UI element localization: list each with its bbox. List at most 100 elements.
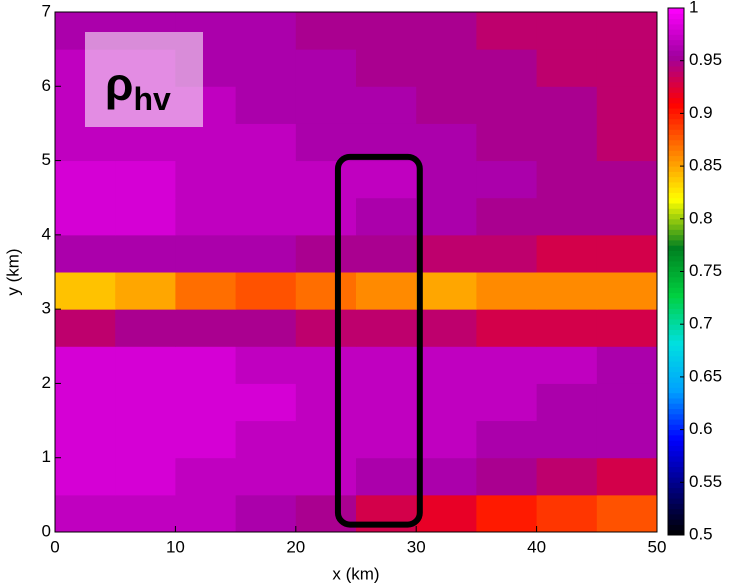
colorbar-tick-label: 0.9 — [689, 103, 713, 122]
annotation: ρhv — [105, 58, 171, 117]
heatmap-cell — [115, 346, 176, 384]
colorbar-segment — [668, 292, 684, 299]
colorbar-segment — [668, 71, 684, 78]
heatmap-cell — [55, 197, 116, 236]
heatmap-cell — [536, 86, 598, 124]
heatmap-cell — [596, 12, 657, 50]
heatmap-cell — [476, 234, 538, 273]
colorbar-tick-label: 1 — [689, 0, 698, 16]
heatmap-cell — [55, 346, 116, 384]
colorbar-segment — [668, 255, 684, 262]
heatmap-cell — [115, 383, 176, 422]
colorbar-segment — [668, 102, 684, 109]
colorbar-segment — [668, 108, 684, 114]
colorbar-segment — [668, 482, 684, 489]
colorbar-segment — [668, 44, 684, 51]
colorbar-tick-label: 0.95 — [689, 50, 722, 69]
heatmap-cell — [356, 160, 417, 199]
heatmap-cell — [295, 160, 357, 199]
colorbar-segment — [668, 155, 684, 162]
colorbar-segment — [668, 424, 684, 431]
colorbar-segment — [668, 134, 684, 141]
colorbar-segment — [668, 318, 684, 325]
y-tick-label: 0 — [42, 521, 51, 540]
heatmap-cell — [416, 12, 477, 50]
heatmap-cell — [295, 234, 357, 273]
heatmap-cell — [416, 383, 477, 422]
colorbar-segment — [668, 13, 684, 20]
colorbar-tick-label: 0.55 — [689, 472, 722, 491]
colorbar-segment — [668, 403, 684, 410]
highlight-box — [334, 153, 423, 528]
y-tick-label: 1 — [42, 447, 51, 466]
colorbar-segment — [668, 519, 684, 525]
heatmap-cell — [235, 86, 297, 124]
colorbar-segment — [668, 239, 684, 246]
x-tick-label: 0 — [50, 537, 59, 556]
y-axis-label: y (km) — [3, 248, 22, 295]
heatmap-cell — [175, 383, 237, 422]
heatmap-cell — [115, 494, 176, 532]
colorbar-segment — [668, 234, 684, 241]
heatmap-cell — [596, 234, 657, 273]
heatmap-cell — [596, 160, 657, 199]
colorbar-segment — [668, 271, 684, 278]
heatmap-cell — [416, 234, 477, 273]
colorbar-segment — [668, 160, 684, 167]
heatmap-cell — [55, 272, 116, 310]
colorbar-segment — [668, 455, 684, 462]
colorbar-segment — [668, 329, 684, 336]
heatmap-cell — [356, 86, 417, 124]
colorbar-segment — [668, 408, 684, 415]
heatmap-cell — [55, 160, 116, 199]
colorbar-segment — [668, 245, 684, 251]
heatmap-cell — [356, 309, 417, 347]
colorbar-tick-label: 0.8 — [689, 208, 713, 227]
colorbar-segment — [668, 508, 684, 515]
colorbar-segment — [668, 297, 684, 304]
colorbar-segment — [668, 113, 684, 120]
heatmap-cell — [536, 346, 598, 384]
heatmap-cell — [416, 457, 477, 496]
heatmap-cell — [55, 309, 116, 347]
colorbar-segment — [668, 229, 684, 236]
heatmap-cell — [235, 346, 297, 384]
heatmap-cell — [175, 457, 237, 496]
colorbar-segment — [668, 166, 684, 172]
heatmap-cell — [235, 383, 297, 422]
colorbar-segment — [668, 340, 684, 346]
x-tick-label: 10 — [166, 537, 185, 556]
heatmap-cell — [416, 49, 477, 87]
colorbar-segment — [668, 287, 684, 294]
heatmap-cell — [596, 457, 657, 496]
heatmap-cell — [536, 234, 598, 273]
colorbar-segment — [668, 202, 684, 209]
plot-frame — [54, 11, 658, 533]
heatmap-cell — [115, 160, 176, 199]
colorbar-segment — [668, 176, 684, 183]
heatmap-cell — [536, 12, 598, 50]
heatmap-cell — [55, 234, 116, 273]
colorbar-segment — [668, 498, 684, 504]
annotation-box — [85, 32, 203, 127]
heatmap-cell — [295, 383, 357, 422]
heatmap-cell — [235, 234, 297, 273]
colorbar-segment — [668, 461, 684, 467]
heatmap-cell — [115, 197, 176, 236]
heatmap-cell — [295, 197, 357, 236]
colorbar-segment — [668, 213, 684, 220]
colorbar-segment — [668, 524, 684, 531]
colorbar-tick-label: 0.7 — [689, 314, 713, 333]
heatmap-cell — [55, 383, 116, 422]
colorbar-segment — [668, 60, 684, 67]
heatmap-cell — [55, 494, 116, 532]
heatmap-cell — [596, 494, 657, 532]
heatmap-cell — [596, 49, 657, 87]
y-tick-label: 4 — [42, 224, 51, 243]
heatmap-cell — [536, 420, 598, 459]
colorbar-segment — [668, 392, 684, 399]
heatmap-cell — [476, 123, 538, 162]
heatmap-cell — [235, 272, 297, 310]
heatmap-cell — [536, 494, 598, 532]
colorbar-segment — [668, 18, 684, 25]
